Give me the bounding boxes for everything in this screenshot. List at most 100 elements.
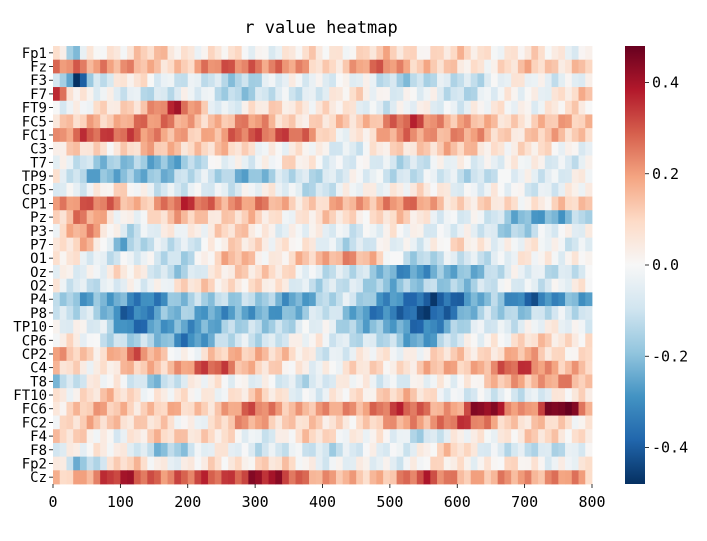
- heatmap-cell: [497, 292, 505, 307]
- heatmap-cell: [490, 388, 499, 403]
- heatmap-cell: [228, 429, 236, 444]
- heatmap-cell: [463, 401, 472, 416]
- heatmap-cell: [504, 251, 512, 266]
- heatmap-cell: [538, 237, 546, 252]
- heatmap-cell: [517, 429, 526, 444]
- heatmap-cell: [261, 141, 269, 156]
- heatmap-cell: [140, 292, 148, 307]
- heatmap-cell: [59, 196, 67, 211]
- heatmap-cell: [120, 196, 128, 211]
- heatmap-cell: [295, 196, 303, 211]
- y-tick-label-CP2: CP2: [22, 347, 47, 363]
- heatmap-cell: [181, 128, 189, 143]
- heatmap-cell: [315, 265, 323, 280]
- heatmap-cell: [511, 456, 519, 471]
- heatmap-cell: [551, 292, 559, 307]
- heatmap-cell: [160, 182, 168, 197]
- x-tick-label: 200: [174, 493, 201, 511]
- heatmap-cell: [268, 237, 276, 252]
- heatmap-cell: [362, 237, 371, 252]
- heatmap-cell: [538, 100, 546, 115]
- heatmap-cell: [558, 278, 566, 293]
- heatmap-cell: [416, 415, 424, 430]
- heatmap-cell: [275, 251, 283, 266]
- heatmap-cell: [127, 128, 135, 143]
- heatmap-cell: [315, 223, 323, 239]
- heatmap-cell: [113, 210, 121, 225]
- heatmap-cell: [477, 319, 485, 334]
- heatmap-cell: [79, 442, 88, 458]
- heatmap-cell: [201, 292, 209, 307]
- heatmap-cell: [517, 169, 526, 184]
- heatmap-cell: [383, 415, 391, 430]
- heatmap-cell: [362, 374, 371, 389]
- heatmap-cell: [362, 456, 371, 471]
- heatmap-cell: [181, 155, 189, 170]
- heatmap-cell: [396, 360, 404, 375]
- heatmap-cell: [174, 360, 182, 375]
- heatmap-cell: [302, 87, 310, 102]
- heatmap-cell: [484, 374, 492, 389]
- heatmap-cell: [268, 73, 276, 88]
- heatmap-cell: [558, 100, 566, 115]
- heatmap-cell: [228, 169, 236, 184]
- heatmap-cell: [106, 360, 115, 375]
- heatmap-cell: [416, 59, 424, 74]
- heatmap-cell: [282, 73, 290, 88]
- heatmap-cell: [79, 456, 88, 471]
- heatmap-cell: [113, 237, 121, 252]
- heatmap-cell: [578, 265, 586, 280]
- heatmap-cell: [214, 100, 222, 115]
- heatmap-cell: [524, 456, 532, 471]
- heatmap-cell: [295, 128, 303, 143]
- heatmap-cell: [275, 141, 283, 156]
- heatmap-cell: [369, 292, 377, 307]
- heatmap-cell: [329, 319, 337, 334]
- heatmap-cell: [147, 456, 155, 471]
- heatmap-cell: [558, 128, 566, 143]
- heatmap-cell: [181, 223, 189, 239]
- heatmap-cell: [410, 114, 418, 129]
- heatmap-cell: [389, 155, 398, 170]
- heatmap-cell: [228, 415, 236, 430]
- heatmap-cell: [517, 155, 526, 170]
- heatmap-cell: [349, 333, 357, 348]
- heatmap-cell: [410, 100, 418, 115]
- heatmap-cell: [396, 128, 404, 143]
- heatmap-cell: [221, 73, 229, 88]
- heatmap-cell: [477, 114, 485, 129]
- heatmap-cell: [174, 415, 182, 430]
- heatmap-cell: [416, 169, 424, 184]
- heatmap-cell: [396, 196, 404, 211]
- heatmap-cell: [207, 415, 216, 430]
- y-tick-label-C4: C4: [30, 361, 47, 377]
- heatmap-cell: [342, 292, 350, 307]
- heatmap-cell: [248, 429, 256, 444]
- heatmap-cell: [416, 401, 424, 416]
- heatmap-cell: [423, 114, 431, 129]
- heatmap-cell: [558, 470, 566, 485]
- heatmap-cell: [113, 347, 121, 362]
- heatmap-cell: [309, 87, 317, 102]
- heatmap-cell: [207, 169, 216, 184]
- heatmap-cell: [207, 141, 216, 156]
- y-tick-label-CP1: CP1: [22, 196, 47, 212]
- heatmap-cell: [477, 415, 485, 430]
- heatmap-cell: [362, 429, 371, 444]
- heatmap-cell: [538, 429, 546, 444]
- heatmap-cell: [362, 169, 371, 184]
- heatmap-cell: [396, 278, 404, 293]
- heatmap-cell: [255, 401, 263, 416]
- heatmap-cell: [490, 100, 499, 115]
- heatmap-cell: [154, 347, 162, 362]
- heatmap-cell: [423, 374, 431, 389]
- heatmap-cell: [362, 347, 371, 362]
- heatmap-cell: [329, 196, 337, 211]
- heatmap-cell: [477, 456, 485, 471]
- y-tick-label-CP5: CP5: [22, 183, 47, 199]
- heatmap-cell: [221, 251, 229, 266]
- heatmap-cell: [416, 128, 424, 143]
- heatmap-cell: [356, 223, 364, 239]
- heatmap-cell: [140, 73, 148, 88]
- heatmap-cell: [403, 114, 411, 129]
